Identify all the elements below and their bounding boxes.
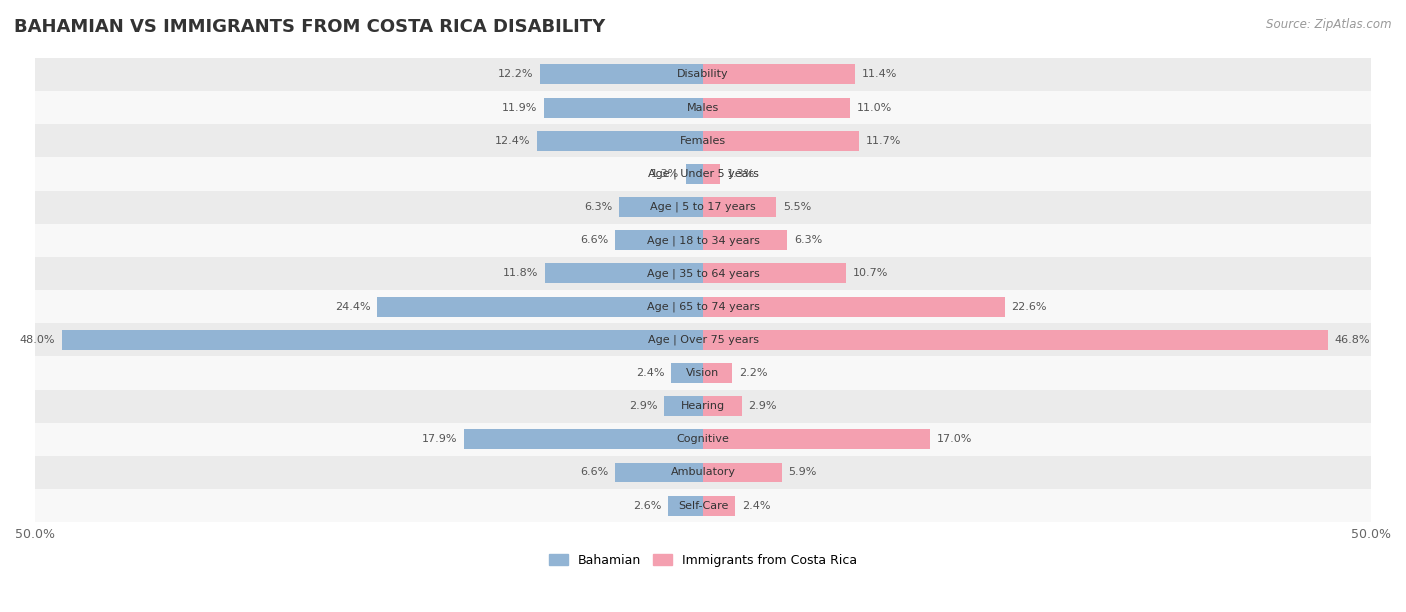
Text: 24.4%: 24.4% — [335, 302, 370, 312]
Bar — [35, 124, 1371, 157]
Bar — [35, 257, 1371, 290]
Text: 1.3%: 1.3% — [651, 169, 679, 179]
Text: Hearing: Hearing — [681, 401, 725, 411]
Text: 2.4%: 2.4% — [636, 368, 664, 378]
Bar — [703, 496, 735, 515]
Bar — [464, 430, 703, 449]
Bar — [35, 224, 1371, 257]
Bar — [703, 64, 855, 84]
Bar — [35, 489, 1371, 522]
Text: 1.3%: 1.3% — [727, 169, 755, 179]
Text: 11.7%: 11.7% — [866, 136, 901, 146]
Text: Disability: Disability — [678, 69, 728, 80]
Text: 2.2%: 2.2% — [740, 368, 768, 378]
Text: 11.0%: 11.0% — [856, 103, 891, 113]
Bar — [703, 297, 1005, 316]
Text: Age | 18 to 34 years: Age | 18 to 34 years — [647, 235, 759, 245]
Bar — [703, 363, 733, 383]
Bar — [35, 190, 1371, 224]
Text: 2.9%: 2.9% — [748, 401, 778, 411]
Bar — [614, 463, 703, 482]
Bar — [703, 131, 859, 151]
Text: 2.6%: 2.6% — [633, 501, 662, 510]
Text: Age | 65 to 74 years: Age | 65 to 74 years — [647, 301, 759, 312]
Bar — [546, 264, 703, 283]
Text: 12.2%: 12.2% — [498, 69, 533, 80]
Text: Self-Care: Self-Care — [678, 501, 728, 510]
Text: 17.9%: 17.9% — [422, 435, 457, 444]
Bar — [35, 290, 1371, 323]
Bar — [703, 330, 1329, 349]
Bar — [668, 496, 703, 515]
Text: Vision: Vision — [686, 368, 720, 378]
Bar — [703, 230, 787, 250]
Bar — [619, 197, 703, 217]
Bar — [540, 64, 703, 84]
Bar — [35, 91, 1371, 124]
Bar — [686, 164, 703, 184]
Text: 11.4%: 11.4% — [862, 69, 897, 80]
Bar — [664, 396, 703, 416]
Text: 46.8%: 46.8% — [1334, 335, 1371, 345]
Text: 5.9%: 5.9% — [789, 468, 817, 477]
Text: 12.4%: 12.4% — [495, 136, 530, 146]
Text: 48.0%: 48.0% — [20, 335, 55, 345]
Bar — [537, 131, 703, 151]
Bar — [35, 423, 1371, 456]
Text: Age | Under 5 years: Age | Under 5 years — [648, 169, 758, 179]
Text: Females: Females — [681, 136, 725, 146]
Bar — [614, 230, 703, 250]
Bar — [703, 430, 931, 449]
Text: 10.7%: 10.7% — [852, 269, 889, 278]
Bar — [703, 164, 720, 184]
Bar — [703, 98, 851, 118]
Text: Males: Males — [688, 103, 718, 113]
Text: Age | Over 75 years: Age | Over 75 years — [648, 335, 758, 345]
Bar — [703, 197, 776, 217]
Text: BAHAMIAN VS IMMIGRANTS FROM COSTA RICA DISABILITY: BAHAMIAN VS IMMIGRANTS FROM COSTA RICA D… — [14, 18, 606, 36]
Bar — [35, 390, 1371, 423]
Text: Age | 35 to 64 years: Age | 35 to 64 years — [647, 268, 759, 278]
Text: Source: ZipAtlas.com: Source: ZipAtlas.com — [1267, 18, 1392, 31]
Bar — [703, 396, 742, 416]
Bar — [62, 330, 703, 349]
Bar — [35, 323, 1371, 356]
Text: 6.3%: 6.3% — [794, 235, 823, 245]
Bar — [35, 356, 1371, 390]
Bar — [703, 463, 782, 482]
Bar — [671, 363, 703, 383]
Bar — [377, 297, 703, 316]
Text: 2.4%: 2.4% — [742, 501, 770, 510]
Text: Ambulatory: Ambulatory — [671, 468, 735, 477]
Text: 5.5%: 5.5% — [783, 202, 811, 212]
Text: 11.9%: 11.9% — [502, 103, 537, 113]
Text: 6.3%: 6.3% — [583, 202, 612, 212]
Text: Cognitive: Cognitive — [676, 435, 730, 444]
Text: 2.9%: 2.9% — [628, 401, 658, 411]
Text: 11.8%: 11.8% — [503, 269, 538, 278]
Bar — [35, 58, 1371, 91]
Bar — [35, 157, 1371, 190]
Text: 6.6%: 6.6% — [579, 235, 609, 245]
Text: 17.0%: 17.0% — [936, 435, 972, 444]
Bar — [35, 456, 1371, 489]
Text: Age | 5 to 17 years: Age | 5 to 17 years — [650, 202, 756, 212]
Bar — [544, 98, 703, 118]
Bar — [703, 264, 846, 283]
Text: 22.6%: 22.6% — [1011, 302, 1047, 312]
Text: 6.6%: 6.6% — [579, 468, 609, 477]
Legend: Bahamian, Immigrants from Costa Rica: Bahamian, Immigrants from Costa Rica — [544, 549, 862, 572]
